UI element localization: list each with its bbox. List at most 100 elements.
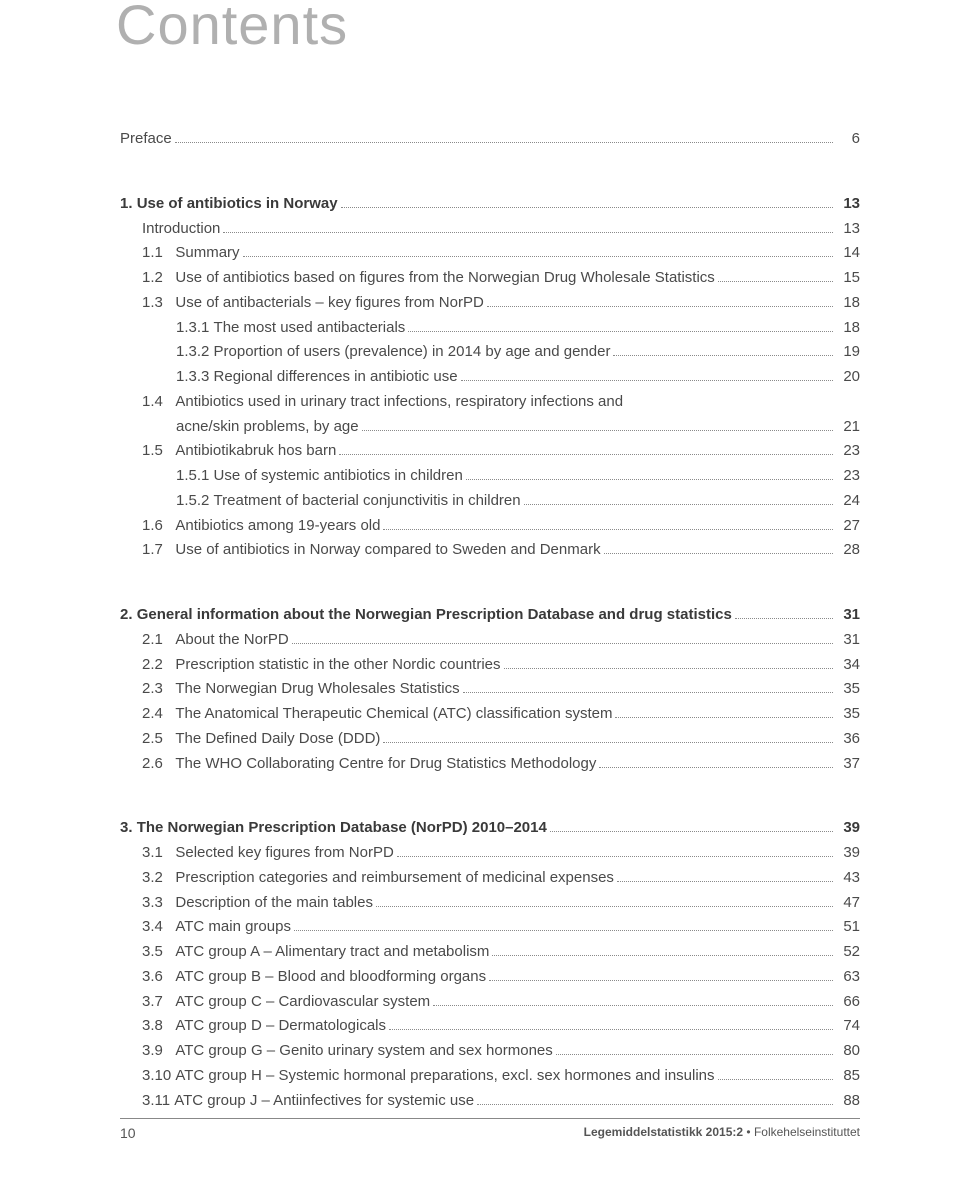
- toc-entry-number: 3.: [120, 816, 137, 841]
- toc-entry-page: 18: [836, 291, 860, 316]
- toc-entry-label: The WHO Collaborating Centre for Drug St…: [175, 752, 596, 777]
- toc-entry-number: 1.3.1: [120, 316, 214, 341]
- toc-section: 2. General information about the Norwegi…: [120, 603, 860, 776]
- toc-entry-page: 28: [836, 538, 860, 563]
- toc-entry-number: 1.: [120, 192, 137, 217]
- toc-entry: 3.4 ATC main groups51: [120, 915, 860, 940]
- toc-entry-label: Selected key figures from NorPD: [175, 841, 393, 866]
- leader-dots: [504, 655, 834, 669]
- toc-entry-page: 39: [836, 841, 860, 866]
- toc-entry-page: 24: [836, 489, 860, 514]
- toc-entry-page: 23: [836, 464, 860, 489]
- toc-entry-label: Use of antibacterials – key figures from…: [175, 291, 483, 316]
- toc-entry-page: 63: [836, 965, 860, 990]
- toc-entry-label: Treatment of bacterial conjunctivitis in…: [214, 489, 521, 514]
- toc-entry-page: 27: [836, 514, 860, 539]
- toc-entry-page: 52: [836, 940, 860, 965]
- toc-entry-page: 74: [836, 1014, 860, 1039]
- toc-entry: 1. Use of antibiotics in Norway13: [120, 192, 860, 217]
- leader-dots: [466, 467, 833, 481]
- toc-entry: 2. General information about the Norwegi…: [120, 603, 860, 628]
- leader-dots: [461, 368, 833, 382]
- toc-entry-label: Antibiotics among 19-years old: [175, 514, 380, 539]
- toc-entry-label: ATC group G – Genito urinary system and …: [175, 1039, 552, 1064]
- toc-entry-page: 39: [836, 816, 860, 841]
- toc-entry-page: 36: [836, 727, 860, 752]
- leader-dots: [718, 1066, 833, 1080]
- toc-entry-number: 1.2: [120, 266, 175, 291]
- toc-entry-label: Preface: [120, 127, 172, 152]
- toc-entry-label: acne/skin problems, by age: [120, 415, 359, 440]
- toc-section: 3. The Norwegian Prescription Database (…: [120, 816, 860, 1113]
- toc-entry-number: 2.2: [120, 653, 175, 678]
- toc-entry: 3.11 ATC group J – Antiinfectives for sy…: [120, 1089, 860, 1114]
- toc-entry-label: Use of antibiotics in Norway compared to…: [175, 538, 600, 563]
- toc-entry: 1.3 Use of antibacterials – key figures …: [120, 291, 860, 316]
- toc-entry: 1.3.2 Proportion of users (prevalence) i…: [120, 340, 860, 365]
- toc-entry: 1.3.3 Regional differences in antibiotic…: [120, 365, 860, 390]
- toc-entry: 1.6 Antibiotics among 19-years old 27: [120, 514, 860, 539]
- leader-dots: [223, 219, 833, 233]
- toc-entry-page: 13: [836, 217, 860, 242]
- toc-entry-page: 15: [836, 266, 860, 291]
- toc-entry-page: 66: [836, 990, 860, 1015]
- leader-dots: [341, 194, 833, 208]
- toc-entry-label: Antibiotics used in urinary tract infect…: [175, 390, 623, 415]
- toc-entry-number: 1.5.2: [120, 489, 214, 514]
- toc-entry-label: Use of systemic antibiotics in children: [214, 464, 463, 489]
- toc-entry-label: Prescription categories and reimbursemen…: [175, 866, 614, 891]
- leader-dots: [376, 893, 833, 907]
- toc-entry: 3.8 ATC group D – Dermatologicals74: [120, 1014, 860, 1039]
- toc-entry-number: 1.5.1: [120, 464, 214, 489]
- footer-publisher: Folkehelseinstituttet: [754, 1125, 860, 1139]
- toc-entry: 2.6 The WHO Collaborating Centre for Dru…: [120, 752, 860, 777]
- toc-entry-page: 20: [836, 365, 860, 390]
- footer-page-number: 10: [120, 1125, 136, 1141]
- toc-entry: 3.10 ATC group H – Systemic hormonal pre…: [120, 1064, 860, 1089]
- leader-dots: [613, 343, 833, 357]
- toc-entry: 1.3.1 The most used antibacterials18: [120, 316, 860, 341]
- toc-entry-number: 1.6: [120, 514, 175, 539]
- toc-entry: 3.2 Prescription categories and reimburs…: [120, 866, 860, 891]
- toc-entry-label: ATC group H – Systemic hormonal preparat…: [175, 1064, 714, 1089]
- toc-entry-number: 2.: [120, 603, 137, 628]
- toc-entry-page: 51: [836, 915, 860, 940]
- leader-dots: [397, 844, 833, 858]
- leader-dots: [339, 442, 833, 456]
- toc-entry-continuation: acne/skin problems, by age21: [120, 415, 860, 440]
- toc-entry-page: 35: [836, 702, 860, 727]
- table-of-contents: Preface 6 1. Use of antibiotics in Norway1…: [120, 127, 860, 1113]
- leader-dots: [492, 943, 833, 957]
- toc-section: Preface 6: [120, 127, 860, 152]
- leader-dots: [718, 269, 833, 283]
- leader-dots: [463, 680, 833, 694]
- toc-entry: 1.2 Use of antibiotics based on figures …: [120, 266, 860, 291]
- toc-entry-label: Prescription statistic in the other Nord…: [175, 653, 500, 678]
- toc-entry-label: ATC group C – Cardiovascular system: [175, 990, 430, 1015]
- toc-entry: 1.7 Use of antibiotics in Norway compare…: [120, 538, 860, 563]
- toc-entry-page: 6: [836, 127, 860, 152]
- toc-entry-page: 35: [836, 677, 860, 702]
- toc-entry-label: ATC group B – Blood and bloodforming org…: [175, 965, 486, 990]
- toc-entry-label: Description of the main tables: [175, 891, 373, 916]
- leader-dots: [489, 967, 833, 981]
- toc-entry-page: 34: [836, 653, 860, 678]
- leader-dots: [615, 705, 833, 719]
- toc-entry-number: 3.9: [120, 1039, 175, 1064]
- toc-entry: 1.1 Summary14: [120, 241, 860, 266]
- leader-dots: [383, 729, 833, 743]
- toc-entry-number: 3.2: [120, 866, 175, 891]
- toc-entry-label: The Norwegian Drug Wholesales Statistics: [175, 677, 459, 702]
- leader-dots: [294, 918, 833, 932]
- leader-dots: [433, 992, 833, 1006]
- toc-entry-label: Regional differences in antibiotic use: [214, 365, 458, 390]
- leader-dots: [362, 417, 833, 431]
- leader-dots: [408, 318, 833, 332]
- toc-entry-page: 19: [836, 340, 860, 365]
- leader-dots: [556, 1042, 833, 1056]
- toc-entry-label: The Anatomical Therapeutic Chemical (ATC…: [175, 702, 612, 727]
- toc-entry: 3. The Norwegian Prescription Database (…: [120, 816, 860, 841]
- toc-entry-page: 80: [836, 1039, 860, 1064]
- toc-entry-label: Use of antibiotics based on figures from…: [175, 266, 714, 291]
- toc-entry-number: 1.3.2: [120, 340, 214, 365]
